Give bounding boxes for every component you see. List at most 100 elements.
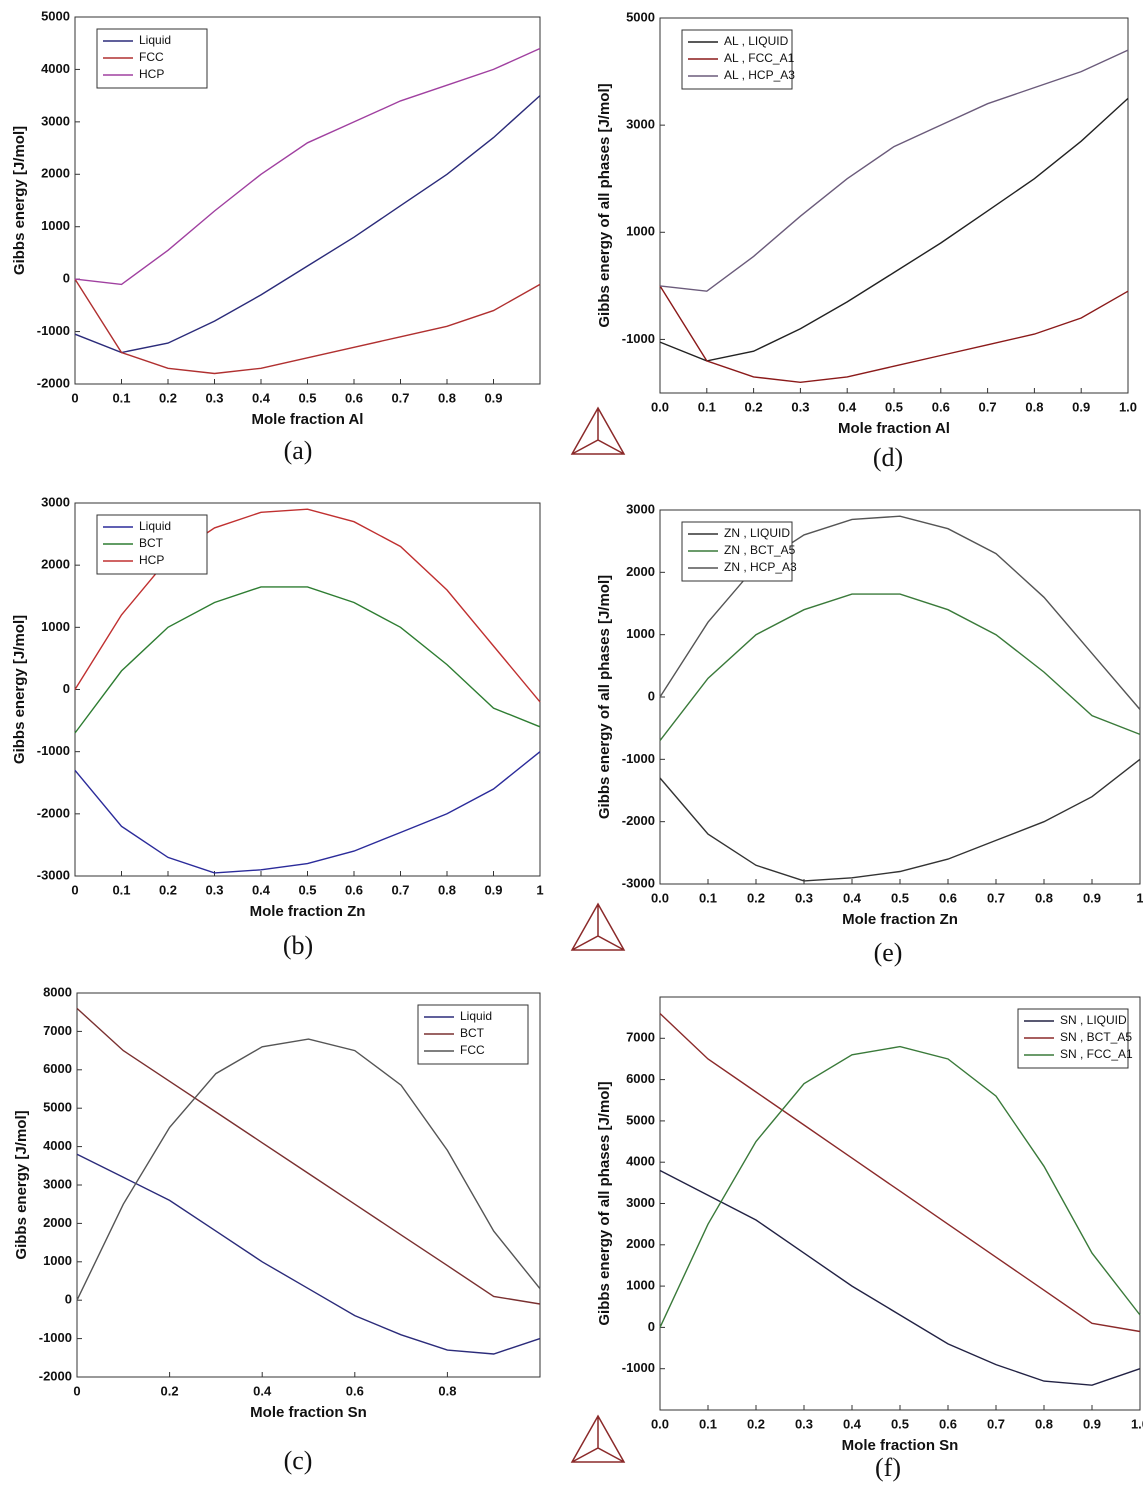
- caption: (a): [284, 436, 313, 465]
- x-tick-label: 0.1: [699, 1416, 717, 1431]
- legend-label: ZN , BCT_A5: [724, 543, 796, 557]
- y-tick-label: 7000: [626, 1030, 655, 1045]
- y-tick-label: 0: [65, 1292, 72, 1307]
- x-tick-label: 0.6: [345, 882, 363, 897]
- x-tick-label: 0.9: [484, 882, 502, 897]
- y-tick-label: 1000: [626, 1278, 655, 1293]
- caption: (b): [283, 931, 313, 960]
- legend-label: ZN , LIQUID: [724, 526, 790, 540]
- y-tick-label: 3000: [626, 1195, 655, 1210]
- legend: Liquid BCT FCC: [418, 1005, 528, 1064]
- x-tick-label: 0.6: [939, 1416, 957, 1431]
- legend: LiquidBCTHCP: [97, 515, 207, 574]
- y-axis-label: Gibbs energy of all phases [J/mol]: [596, 575, 613, 819]
- y-tick-label: -1000: [622, 331, 655, 346]
- x-tick-label: 0.5: [298, 390, 316, 405]
- y-tick-label: -1000: [37, 323, 70, 338]
- y-tick-label: 8000: [43, 984, 72, 999]
- x-tick-label: 0.1: [698, 399, 716, 414]
- y-axis-label: Gibbs energy [J/mol]: [13, 1110, 30, 1259]
- x-tick-label: 0.7: [987, 1416, 1005, 1431]
- legend-label: Liquid: [460, 1009, 492, 1023]
- x-tick-label: 0: [73, 1383, 80, 1398]
- x-tick-label: 0.5: [298, 882, 316, 897]
- x-tick-label: 1: [536, 882, 543, 897]
- series-line: [660, 759, 1140, 881]
- x-tick-label: 0.9: [1072, 399, 1090, 414]
- y-tick-label: 4000: [43, 1138, 72, 1153]
- x-tick-label: 0.3: [795, 1416, 813, 1431]
- series-line: [75, 279, 540, 373]
- legend-label: AL , HCP_A3: [724, 68, 795, 82]
- x-tick-label: 0.7: [391, 390, 409, 405]
- x-tick-label: 0.3: [795, 890, 813, 905]
- logo: [572, 408, 624, 454]
- x-tick-label: 0.4: [252, 390, 271, 405]
- y-tick-label: 2000: [626, 564, 655, 579]
- logo: [572, 904, 624, 950]
- series-line: [77, 1154, 540, 1354]
- caption: (d): [873, 443, 903, 472]
- x-tick-label: 0.2: [159, 882, 177, 897]
- x-axis-label: Mole fraction Sn: [250, 1404, 367, 1421]
- y-tick-label: 0: [63, 271, 70, 286]
- figure: 0 0.1 0.2 0.3 0.4 0.5 0.6 0.7 0.8 0.9 -2000 -1000 0 1…: [0, 0, 1143, 1485]
- x-tick-label: 0.8: [438, 1383, 456, 1398]
- y-tick-label: -1000: [622, 751, 655, 766]
- series-line: [75, 752, 540, 873]
- series-line: [660, 594, 1140, 741]
- y-axis-label: Gibbs energy of all phases [J/mol]: [596, 83, 613, 327]
- x-tick-label: 0.2: [745, 399, 763, 414]
- x-tick-label: 0.7: [391, 882, 409, 897]
- y-tick-label: 6000: [43, 1061, 72, 1076]
- x-tick-label: 0.4: [253, 1383, 272, 1398]
- y-tick-label: 5000: [626, 1112, 655, 1127]
- x-tick-label: 0: [71, 882, 78, 897]
- x-tick-label: 0.9: [1083, 1416, 1101, 1431]
- x-tick-label: 0.4: [843, 1416, 862, 1431]
- y-tick-label: 3000: [43, 1176, 72, 1191]
- x-tick-label: 0.8: [438, 390, 456, 405]
- y-tick-label: -1000: [37, 743, 70, 758]
- x-tick-label: 0.3: [205, 882, 223, 897]
- y-tick-label: 5000: [43, 1100, 72, 1115]
- x-tick-label: 0.2: [747, 890, 765, 905]
- y-axis-label: Gibbs energy of all phases [J/mol]: [596, 1081, 613, 1325]
- x-tick-label: 0.9: [1083, 890, 1101, 905]
- x-tick-label: 0.8: [438, 882, 456, 897]
- x-tick-label: 0.7: [987, 890, 1005, 905]
- legend-label: SN , FCC_A1: [1060, 1047, 1133, 1061]
- x-tick-label: 0.7: [979, 399, 997, 414]
- y-tick-label: -2000: [622, 813, 655, 828]
- series-line: [660, 98, 1128, 361]
- legend-label: BCT: [460, 1026, 485, 1040]
- y-tick-label: 4000: [41, 61, 70, 76]
- y-tick-label: 2000: [41, 557, 70, 572]
- legend-label: FCC: [460, 1043, 485, 1057]
- x-tick-label: 0.2: [159, 390, 177, 405]
- y-tick-label: 1000: [626, 224, 655, 239]
- legend: LiquidFCCHCP: [97, 29, 207, 88]
- y-tick-label: 0: [63, 681, 70, 696]
- x-tick-label: 0.5: [891, 890, 909, 905]
- x-tick-label: 0.0: [651, 890, 669, 905]
- series-line: [660, 286, 1128, 382]
- x-tick-label: 0.4: [843, 890, 862, 905]
- y-tick-label: 0: [648, 688, 655, 703]
- logo: [572, 1416, 624, 1462]
- x-tick-label: 0.0: [651, 1416, 669, 1431]
- y-tick-label: 1000: [41, 619, 70, 634]
- series-line: [77, 1039, 540, 1300]
- legend-label: SN , LIQUID: [1060, 1013, 1127, 1027]
- legend-label: BCT: [139, 536, 164, 550]
- y-tick-label: 1000: [626, 626, 655, 641]
- x-tick-label: 1: [1136, 890, 1143, 905]
- x-tick-label: 0.5: [891, 1416, 909, 1431]
- y-tick-label: 3000: [41, 494, 70, 509]
- y-axis-label: Gibbs energy [J/mol]: [11, 126, 28, 275]
- legend: SN , LIQUIDSN , BCT_A5SN , FCC_A1: [1018, 1009, 1133, 1068]
- series-line: [660, 1171, 1140, 1386]
- y-tick-label: 2000: [41, 166, 70, 181]
- caption: (c): [284, 1446, 313, 1475]
- x-tick-label: 1.0: [1119, 399, 1137, 414]
